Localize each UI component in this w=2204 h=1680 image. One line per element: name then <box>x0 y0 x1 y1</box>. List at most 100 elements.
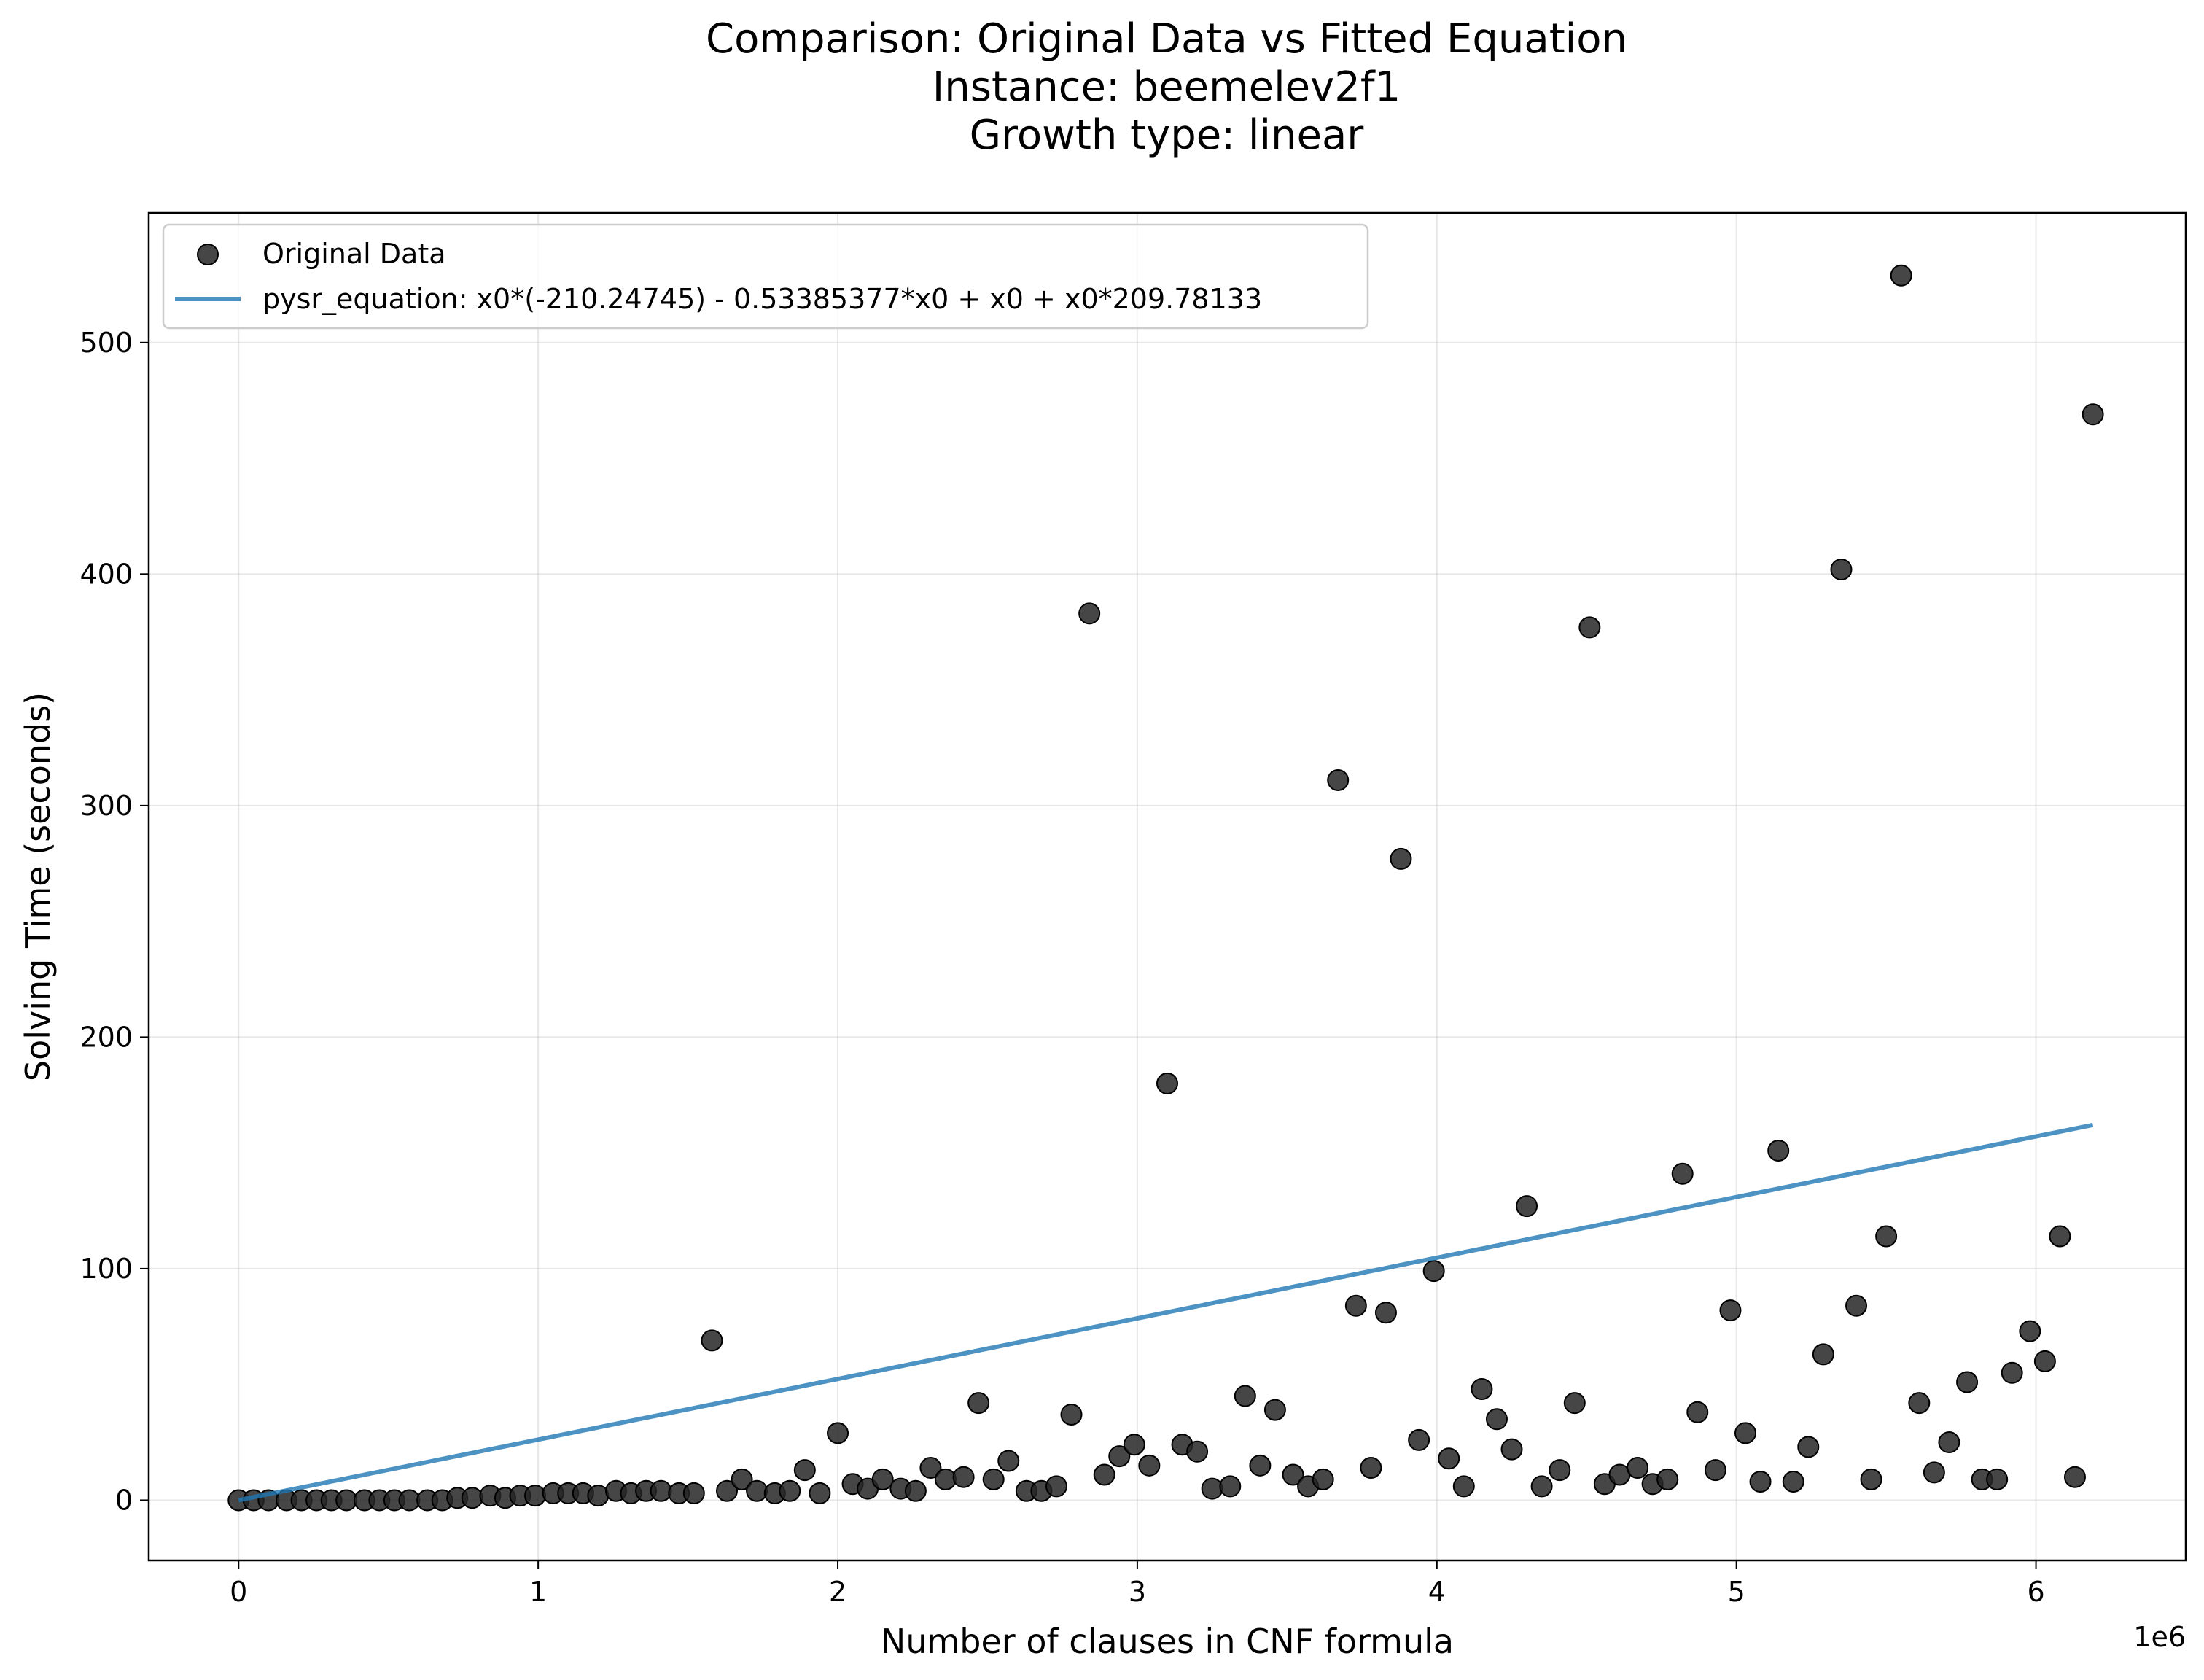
data-point <box>1719 1299 1742 1322</box>
data-point <box>871 1468 894 1490</box>
data-point <box>1078 602 1101 625</box>
data-point <box>524 1485 547 1507</box>
data-point <box>701 1329 723 1352</box>
x-tick-label: 2 <box>829 1576 846 1608</box>
data-point <box>1890 264 1912 287</box>
fitted-equation-line <box>238 1122 2094 1503</box>
data-point <box>952 1466 975 1488</box>
data-point <box>1956 1371 1979 1393</box>
data-point <box>1249 1454 1272 1477</box>
chart-title-line-1: Comparison: Original Data vs Fitted Equa… <box>706 15 1627 63</box>
data-point <box>2082 403 2104 426</box>
data-point <box>746 1479 768 1502</box>
plot-area <box>227 264 2104 1512</box>
data-point <box>1656 1468 1679 1490</box>
y-tick-label: 300 <box>79 790 133 822</box>
legend-label-pysr-equation: pysr_equation: x0*(-210.24745) - 0.53385… <box>262 283 1262 315</box>
x-tick-label: 4 <box>1428 1576 1446 1608</box>
data-point <box>1671 1162 1694 1185</box>
y-tick-label: 200 <box>79 1021 133 1053</box>
legend-marker-original-data <box>197 244 219 265</box>
data-point <box>2001 1361 2023 1384</box>
data-point <box>1812 1343 1834 1366</box>
x-axis-label: Number of clauses in CNF formula <box>881 1622 1454 1661</box>
data-point <box>1686 1401 1709 1423</box>
data-point <box>731 1468 753 1490</box>
data-point <box>1471 1378 1493 1401</box>
data-point <box>1782 1471 1804 1493</box>
data-point <box>1549 1459 1571 1482</box>
data-point <box>1749 1471 1772 1493</box>
data-point <box>716 1479 739 1502</box>
data-point <box>982 1468 1005 1490</box>
data-point <box>1060 1403 1083 1426</box>
data-point <box>1845 1294 1868 1317</box>
data-point <box>919 1456 942 1479</box>
data-point <box>934 1468 957 1490</box>
legend: Original Data pysr_equation: x0*(-210.24… <box>162 223 1369 330</box>
data-point <box>1500 1438 1523 1461</box>
data-point <box>1422 1260 1445 1283</box>
data-point <box>1986 1468 2009 1490</box>
data-point <box>1282 1463 1304 1486</box>
data-point <box>1797 1436 1820 1458</box>
data-point <box>682 1482 705 1504</box>
data-point <box>1374 1302 1397 1324</box>
data-point <box>1563 1392 1586 1415</box>
data-point <box>1530 1475 1553 1498</box>
data-point <box>1201 1477 1223 1500</box>
data-point <box>461 1487 483 1509</box>
data-point <box>1923 1461 1945 1484</box>
plot-frame <box>147 211 2187 1562</box>
data-point <box>1452 1475 1475 1498</box>
data-point <box>967 1392 990 1415</box>
chart-title-line-2: Instance: beemelev2f1 <box>932 63 1401 111</box>
data-point <box>2063 1466 2086 1488</box>
x-axis-offset-label: 1e6 <box>2133 1621 2186 1653</box>
data-point <box>997 1450 1020 1472</box>
data-point <box>1485 1408 1508 1431</box>
data-point <box>1093 1463 1115 1486</box>
x-tick-label: 0 <box>230 1576 247 1608</box>
x-tick-label: 6 <box>2027 1576 2044 1608</box>
data-point <box>1344 1294 1367 1317</box>
data-point <box>1108 1445 1131 1468</box>
data-point <box>827 1422 849 1444</box>
data-point <box>1830 558 1853 580</box>
data-point <box>779 1479 801 1502</box>
data-point <box>1138 1454 1161 1477</box>
data-point <box>1045 1475 1067 1498</box>
data-point <box>1390 847 1412 870</box>
data-point <box>1360 1456 1382 1479</box>
data-point <box>1219 1475 1242 1498</box>
legend-box <box>162 223 1369 330</box>
data-point <box>587 1485 610 1507</box>
y-tick-label: 500 <box>79 327 133 359</box>
data-point <box>1908 1392 1931 1415</box>
x-tick-label: 5 <box>1728 1576 1745 1608</box>
data-point <box>2033 1350 2056 1372</box>
axes: 0 1 2 3 4 5 6 0 100 200 300 400 500 <box>79 327 2044 1608</box>
data-point <box>1234 1385 1256 1407</box>
data-point <box>1408 1428 1430 1451</box>
data-point <box>650 1479 672 1502</box>
x-tick-label: 1 <box>529 1576 547 1608</box>
y-axis-label: Solving Time (seconds) <box>18 692 58 1081</box>
data-point <box>2019 1320 2041 1342</box>
x-tick-label: 3 <box>1129 1576 1146 1608</box>
data-point <box>1938 1431 1960 1454</box>
data-point <box>1516 1195 1538 1218</box>
data-point <box>1704 1459 1726 1482</box>
data-point <box>1123 1434 1145 1456</box>
data-point <box>1263 1399 1286 1421</box>
data-point <box>1156 1072 1178 1094</box>
data-point <box>1627 1456 1649 1479</box>
data-point <box>1578 616 1601 639</box>
data-point <box>1734 1422 1757 1444</box>
data-point <box>1875 1225 1898 1248</box>
chart-title-line-3: Growth type: linear <box>970 112 1365 159</box>
data-point <box>904 1479 927 1502</box>
data-point <box>809 1482 831 1504</box>
legend-label-original-data: Original Data <box>262 238 446 270</box>
